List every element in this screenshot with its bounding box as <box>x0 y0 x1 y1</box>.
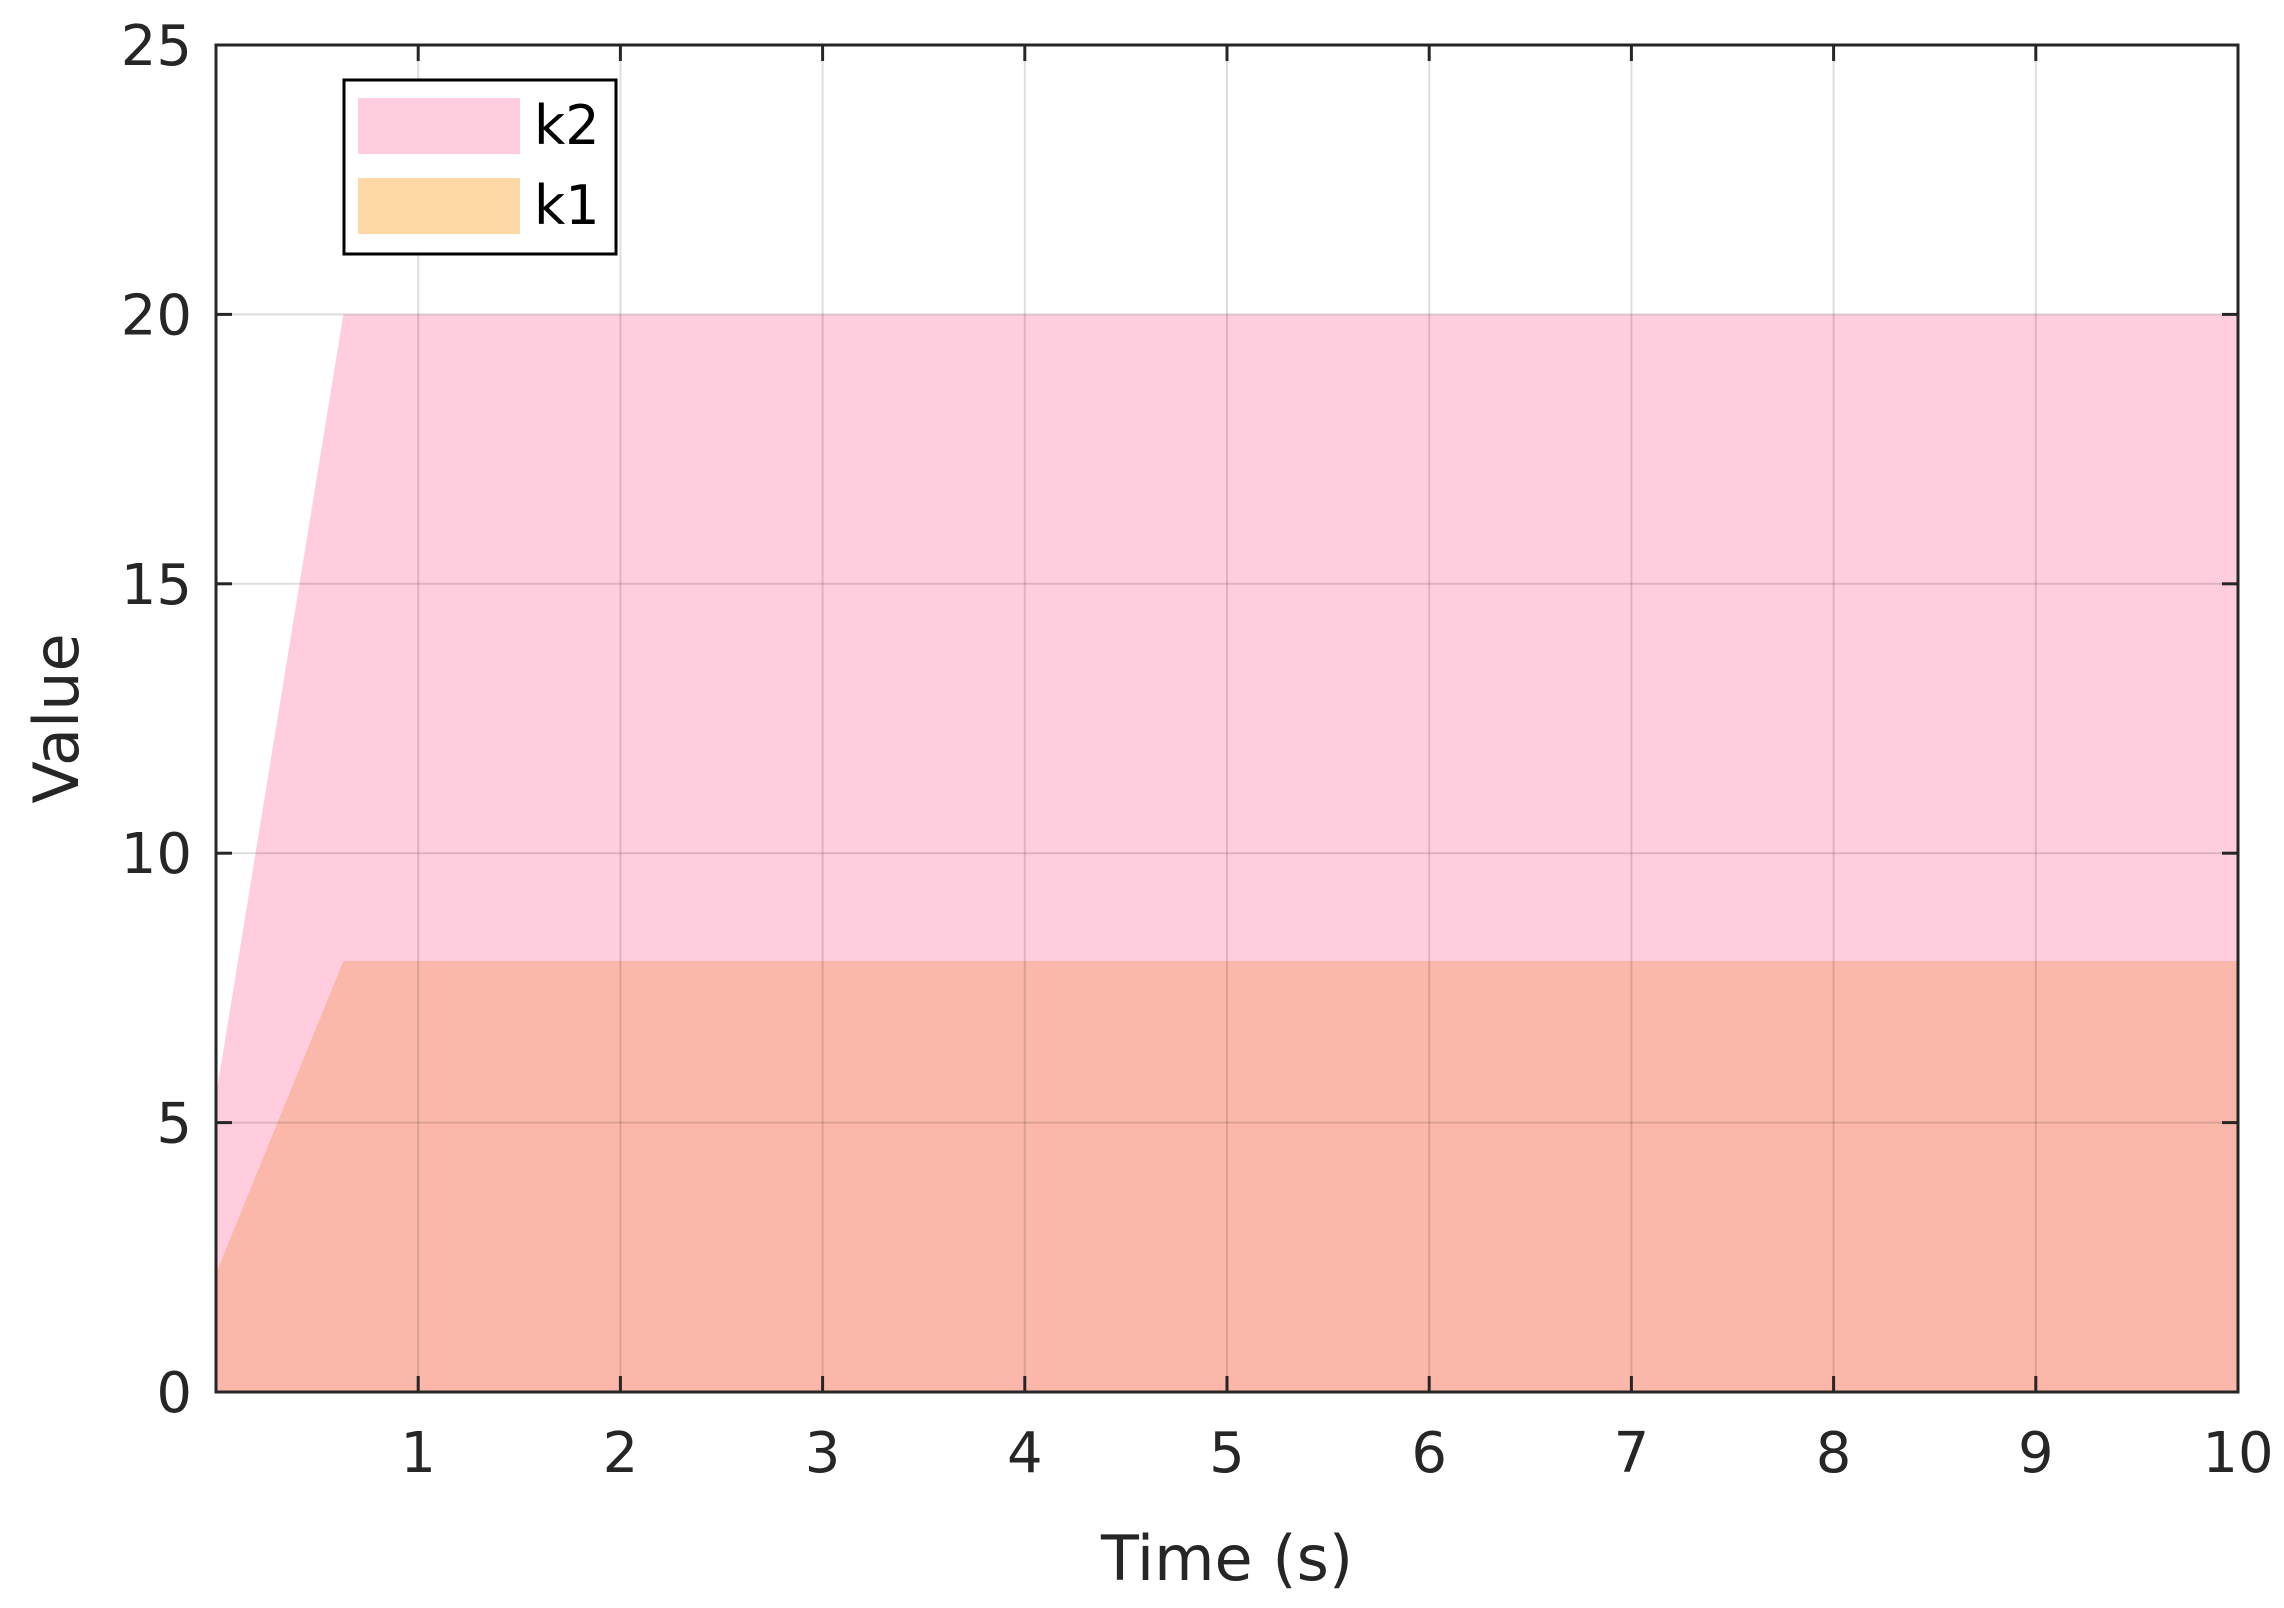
legend-swatch-k1 <box>358 178 520 234</box>
axis-ticks <box>216 43 2240 1394</box>
x-tick-label: 3 <box>805 1421 841 1486</box>
x-tick-label: 2 <box>603 1421 639 1486</box>
area-fills <box>216 314 2238 1392</box>
y-tick-label: 15 <box>121 553 192 618</box>
x-tick-label: 6 <box>1411 1421 1447 1486</box>
x-tick-label: 7 <box>1614 1421 1650 1486</box>
y-tick-label: 20 <box>121 283 192 348</box>
tick-labels: 1 2 3 4 5 6 7 8 9 10 0 5 10 15 20 25 <box>121 14 2274 1486</box>
legend-label-k1: k1 <box>534 174 600 237</box>
y-tick-label: 5 <box>156 1092 192 1157</box>
y-axis-label: Value <box>20 633 93 803</box>
x-tick-label: 10 <box>2202 1421 2273 1486</box>
area-k1 <box>216 960 2238 1392</box>
y-tick-label: 25 <box>121 14 192 79</box>
grid-lines <box>216 45 2238 1392</box>
x-tick-label: 4 <box>1007 1421 1043 1486</box>
x-tick-label: 5 <box>1209 1421 1245 1486</box>
y-tick-label: 0 <box>156 1361 192 1426</box>
x-tick-label: 8 <box>1816 1421 1852 1486</box>
y-tick-label: 10 <box>121 822 192 887</box>
x-tick-label: 1 <box>400 1421 436 1486</box>
x-axis-label: Time (s) <box>1100 1522 1353 1595</box>
x-tick-label: 9 <box>2018 1421 2054 1486</box>
legend-label-k2: k2 <box>534 94 600 157</box>
legend-swatch-k2 <box>358 98 520 154</box>
